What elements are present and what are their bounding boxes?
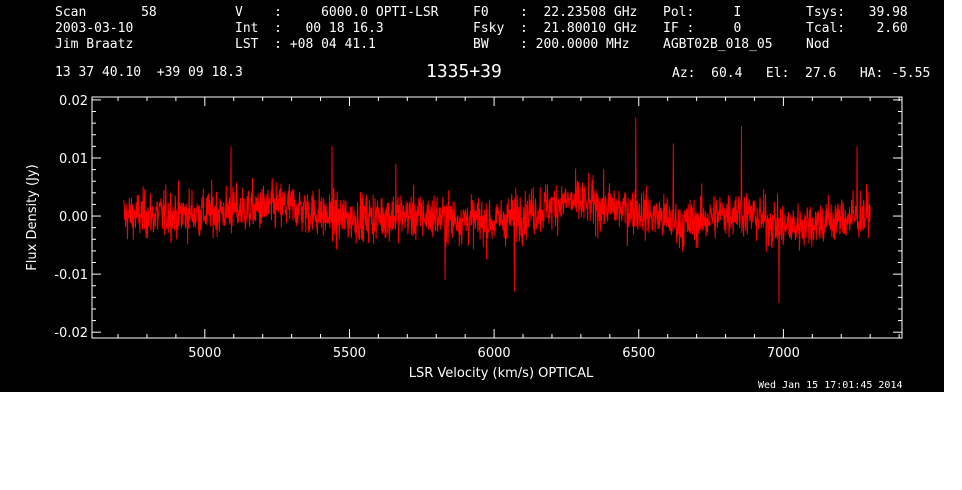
source-coordinates: 13 37 40.10 +39 09 18.3	[55, 65, 243, 80]
if-number: IF : 0	[663, 21, 742, 36]
source-name: 1335+39	[426, 61, 502, 82]
y-tick-label: 0.02	[59, 94, 88, 109]
sky-frequency: Fsky : 21.80010 GHz	[473, 21, 638, 36]
y-tick-label: 0.00	[59, 210, 88, 225]
plot-timestamp: Wed Jan 15 17:01:45 2014	[758, 380, 903, 391]
spectrum-trace-group	[123, 117, 871, 304]
x-axis-label: LSR Velocity (km/s) OPTICAL	[409, 366, 594, 381]
y-tick-label: -0.01	[54, 268, 88, 283]
spectrum-chart: 5000 5500 6000 6500 7000 -0.02 -0.01 0.00 0.01 0.…	[25, 94, 903, 381]
rest-frequency: F0 : 22.23508 GHz	[473, 5, 638, 20]
y-axis-label: Flux Density (Jy)	[25, 164, 40, 270]
plot-panel: Scan 58 2003-03-10 Jim Braatz V : 6000.0…	[0, 0, 944, 392]
integration-time: Int : 00 18 16.3	[235, 21, 384, 36]
tsys: Tsys: 39.98	[806, 5, 908, 20]
spectrum-line	[123, 117, 871, 304]
polarization: Pol: I	[663, 5, 742, 20]
velocity-frame: V : 6000.0 OPTI-LSR	[235, 5, 439, 20]
x-tick-label: 6000	[478, 346, 511, 361]
x-tick-label: 5000	[188, 346, 221, 361]
scan-number: Scan 58	[55, 5, 157, 20]
az-el-ha: Az: 60.4 El: 27.6 HA: -5.55	[672, 66, 931, 81]
x-tick-label: 6500	[622, 346, 655, 361]
observation-date: 2003-03-10	[55, 21, 134, 36]
bandwidth: BW : 200.0000 MHz	[473, 37, 630, 52]
lst: LST : +08 04 41.1	[235, 37, 376, 52]
switching-mode: Nod	[806, 37, 830, 52]
axes-group: 5000 5500 6000 6500 7000 -0.02 -0.01 0.00 0.01 0.…	[25, 94, 903, 381]
x-tick-label: 7000	[767, 346, 800, 361]
observer-name: Jim Braatz	[55, 37, 134, 52]
plot-frame	[91, 96, 903, 339]
tcal: Tcal: 2.60	[806, 21, 908, 36]
y-tick-label: -0.02	[54, 326, 88, 341]
x-tick-label: 5500	[333, 346, 366, 361]
project-id: AGBT02B_018_05	[663, 37, 773, 52]
y-tick-label: 0.01	[59, 152, 88, 167]
